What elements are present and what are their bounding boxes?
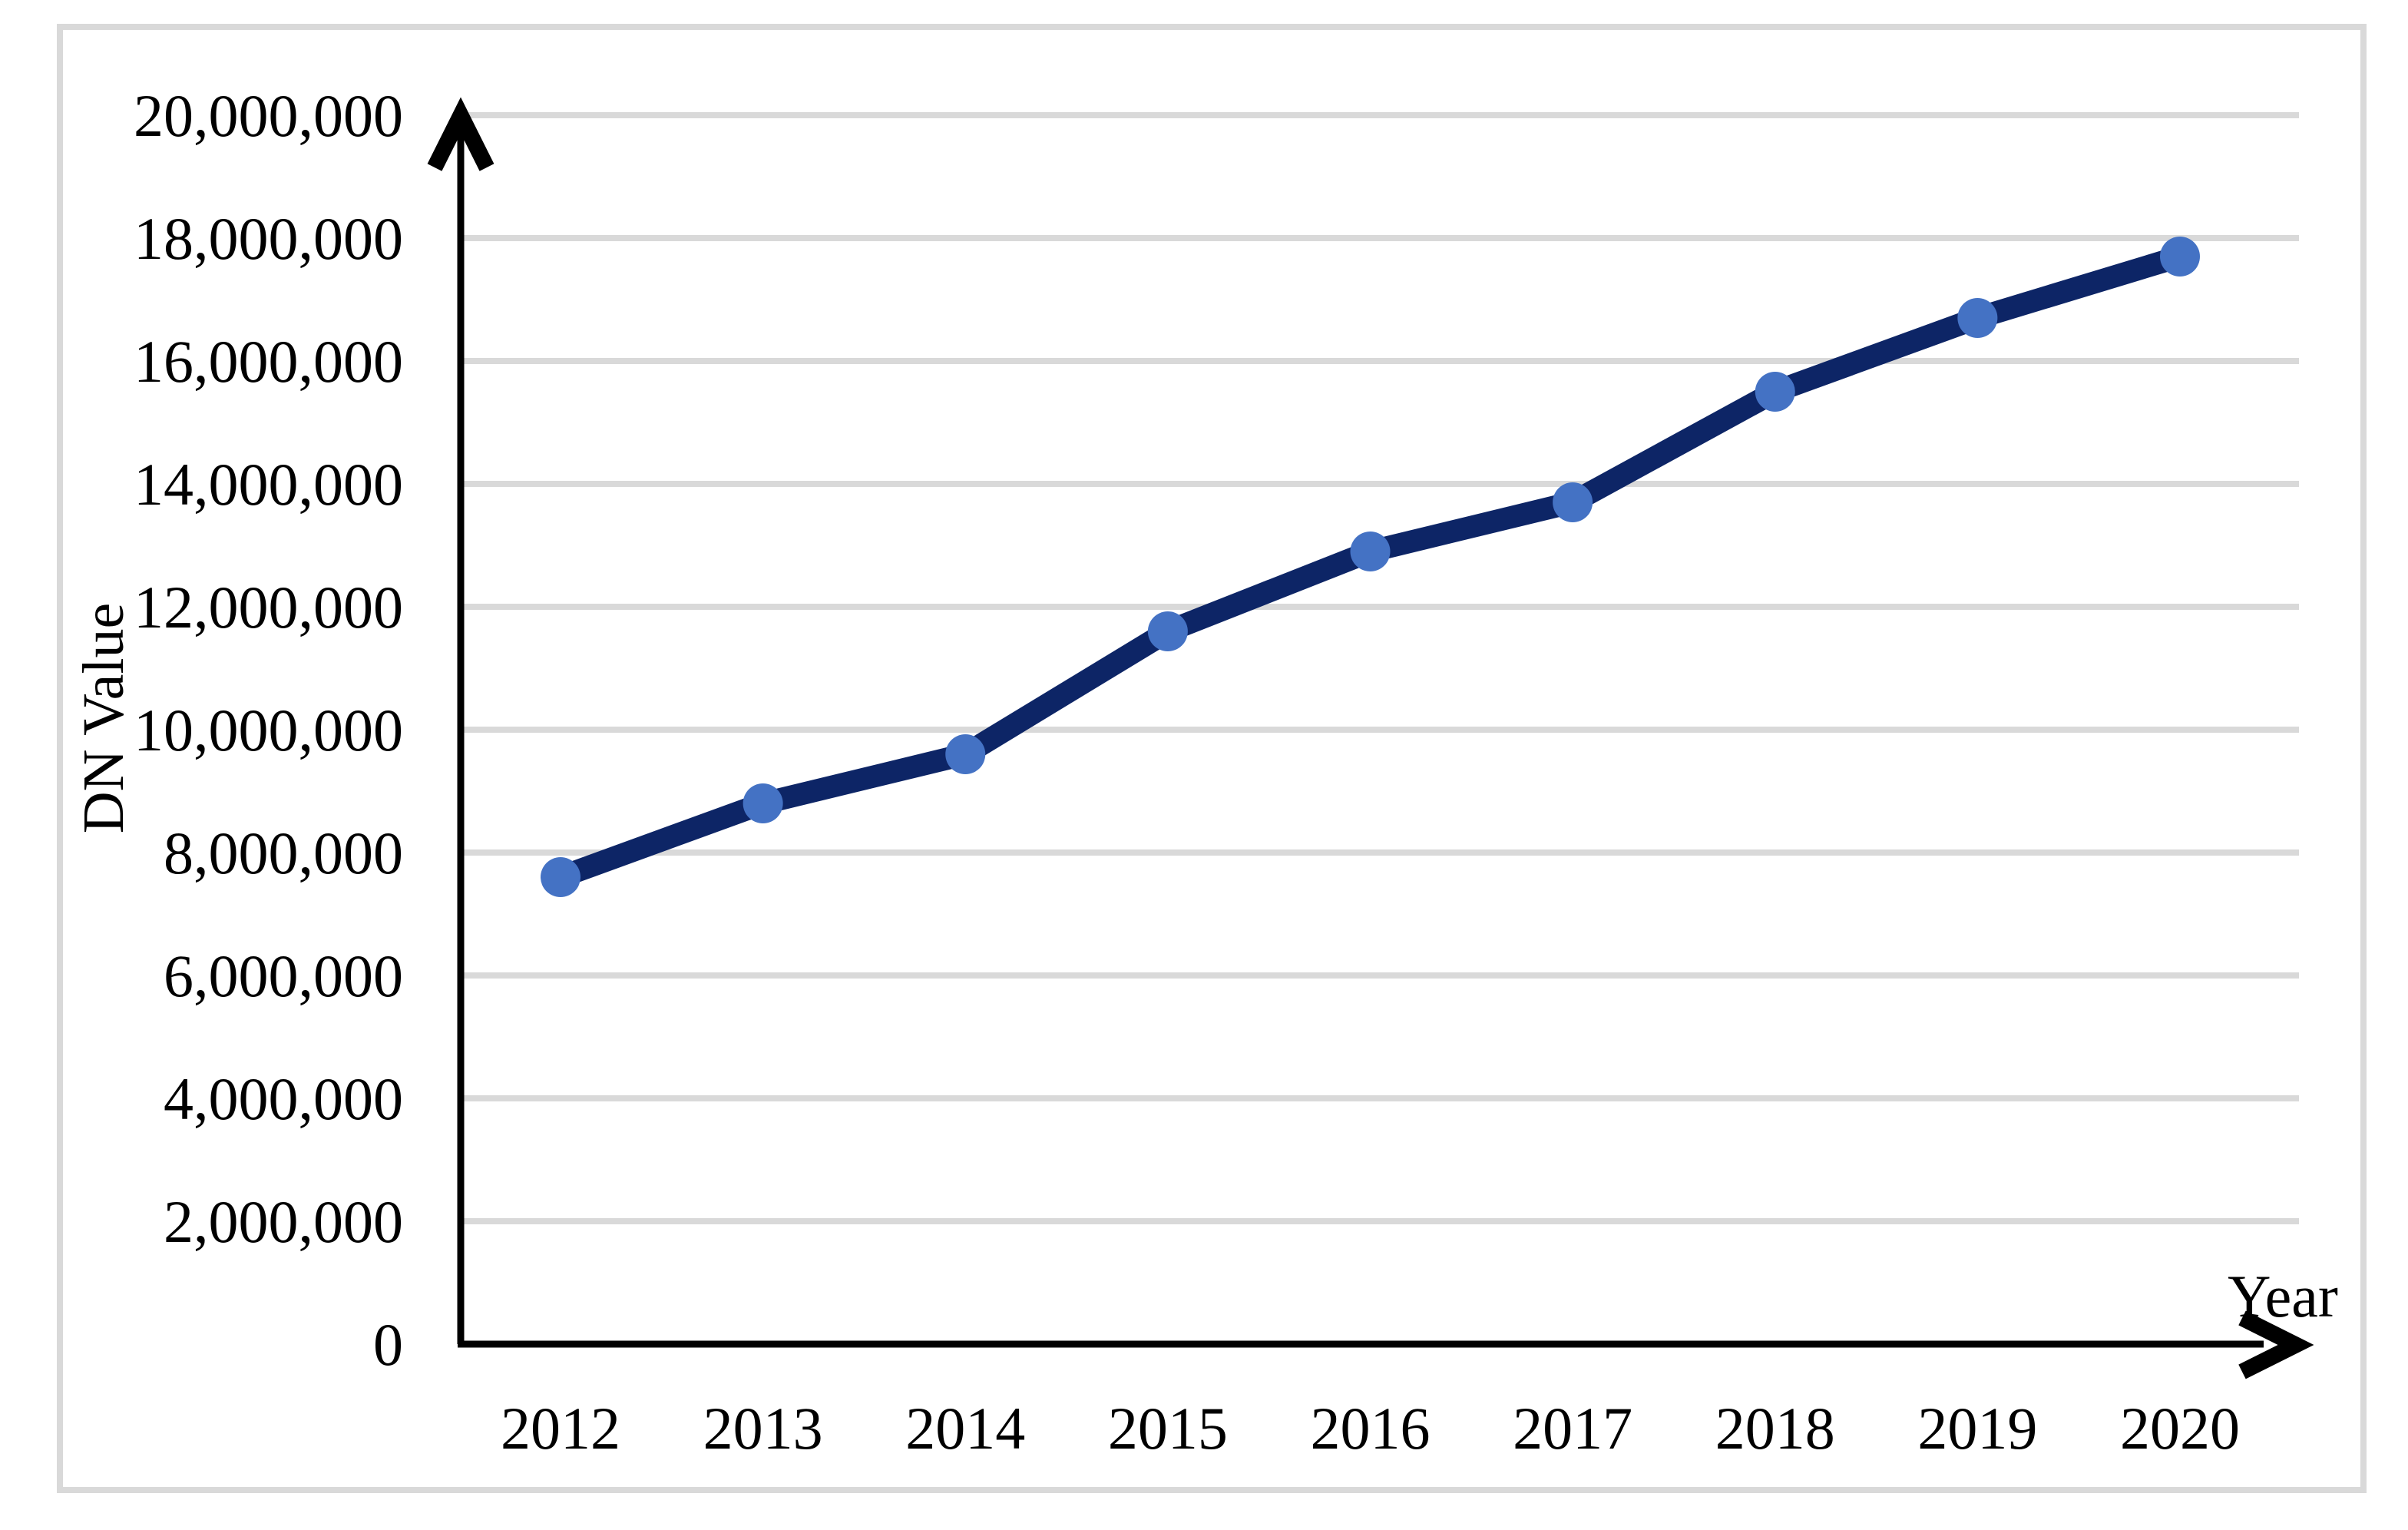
- y-tick-label: 12,000,000: [134, 574, 403, 641]
- data-point-marker: [945, 734, 986, 774]
- y-axis-arrowhead-icon: [427, 97, 495, 171]
- x-tick-label: 2015: [1108, 1395, 1228, 1462]
- y-axis-title: DN Value: [71, 603, 136, 833]
- data-point-marker: [1957, 298, 1998, 338]
- data-point-marker: [1755, 372, 1795, 412]
- y-tick-label: 14,000,000: [134, 451, 403, 518]
- chart-border: [57, 24, 2367, 1493]
- data-point-marker: [2160, 237, 2200, 277]
- data-point-marker: [1147, 611, 1188, 651]
- y-tick-label: 8,000,000: [164, 820, 403, 886]
- x-tick-label: 2018: [1715, 1395, 1835, 1462]
- y-tick-label: 20,000,000: [134, 82, 403, 149]
- x-axis-title: Year: [2228, 1263, 2338, 1330]
- y-tick-label: 16,000,000: [134, 328, 403, 395]
- y-tick-label: 0: [373, 1311, 403, 1378]
- x-tick-label: 2014: [905, 1395, 1025, 1462]
- y-tick-label: 10,000,000: [134, 697, 403, 763]
- x-tick-label: 2013: [703, 1395, 823, 1462]
- data-point-marker: [1553, 482, 1593, 522]
- y-tick-label: 6,000,000: [164, 942, 403, 1009]
- y-tick-label: 2,000,000: [164, 1188, 403, 1255]
- x-tick-label: 2020: [2120, 1395, 2240, 1462]
- x-tick-label: 2016: [1311, 1395, 1431, 1462]
- data-point-marker: [541, 857, 580, 897]
- gridlines-layer: [461, 112, 2299, 1224]
- x-tick-label: 2019: [1917, 1395, 2037, 1462]
- y-tick-label: 18,000,000: [134, 205, 403, 272]
- tick-labels-layer: 20,000,000 18,000,000 16,000,000 14,000,000…: [134, 82, 2240, 1462]
- x-tick-label: 2017: [1513, 1395, 1632, 1462]
- series-layer: [541, 237, 2200, 897]
- x-tick-label: 2012: [501, 1395, 620, 1462]
- data-point-marker: [743, 783, 783, 823]
- axes-layer: [427, 97, 2314, 1379]
- data-point-marker: [1350, 532, 1391, 571]
- y-tick-label: 4,000,000: [164, 1065, 403, 1132]
- x-axis-arrowhead-icon: [2238, 1310, 2314, 1379]
